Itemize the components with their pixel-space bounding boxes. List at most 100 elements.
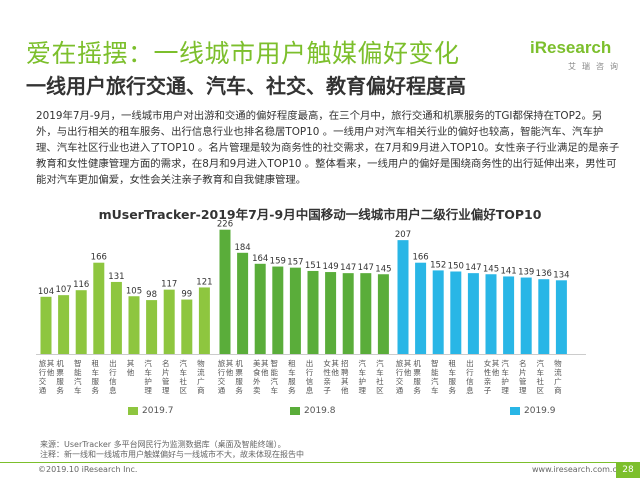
bar xyxy=(110,281,122,354)
bar xyxy=(181,299,193,354)
bar xyxy=(128,296,140,354)
data-label: 99 xyxy=(181,290,192,300)
legend-label: 2019.7 xyxy=(142,406,174,416)
data-label: 164 xyxy=(252,254,268,264)
bar xyxy=(450,271,462,354)
data-label: 139 xyxy=(518,268,534,278)
summary-paragraph: 2019年7月-9月，一线城市用户对出游和交通的偏好程度最高，在三个月中，旅行交… xyxy=(36,110,620,186)
legend-swatch xyxy=(510,406,520,415)
footer-divider xyxy=(0,462,640,463)
data-label: 157 xyxy=(287,258,303,268)
copyright: ©2019.10 iResearch Inc. xyxy=(38,465,138,474)
category-label: 机票服务 xyxy=(235,358,243,395)
data-label: 98 xyxy=(146,290,157,300)
category-label: 美食外卖其他 xyxy=(253,358,269,395)
category-label: 女性亲子其他 xyxy=(484,358,500,395)
category-label: 汽车社区 xyxy=(376,358,384,395)
page-title: 爱在摇摆：一线城市用户触媒偏好变化 xyxy=(26,39,460,68)
bar xyxy=(198,287,210,354)
category-label: 机票服务 xyxy=(413,358,421,395)
category-label: 出行信息 xyxy=(306,358,314,395)
category-label: 租车服务 xyxy=(449,359,457,395)
bar xyxy=(75,290,87,354)
bar xyxy=(538,279,550,354)
bar xyxy=(307,270,319,354)
category-label: 租车服务 xyxy=(92,359,100,395)
logo-sub: 艾瑞咨询 xyxy=(568,62,624,71)
source-note: 来源：UserTracker 多平台网民行为监测数据库（桌面及智能终端）。 注释… xyxy=(40,440,304,460)
bar xyxy=(467,273,479,354)
data-label: 149 xyxy=(322,262,338,272)
data-label: 107 xyxy=(55,285,71,295)
data-label: 207 xyxy=(395,230,411,240)
category-label: 汽车社区 xyxy=(537,358,545,395)
category-label: 智能汽车 xyxy=(74,358,82,395)
legend-swatch xyxy=(290,406,300,415)
category-label: 名片管理 xyxy=(162,358,170,395)
category-label: 机票服务 xyxy=(56,358,64,395)
category-label: 智能汽车 xyxy=(271,358,279,395)
bar xyxy=(377,274,389,354)
legend-item-2019-9: 2019.9 xyxy=(510,406,556,416)
category-label: 其他 xyxy=(127,359,135,377)
category-label: 旅行交通其他 xyxy=(396,358,412,395)
data-label: 152 xyxy=(430,260,446,270)
data-label: 147 xyxy=(465,263,481,273)
category-label: 招聘其他 xyxy=(341,358,349,395)
data-label: 134 xyxy=(553,270,569,280)
category-label: 名片管理 xyxy=(519,358,527,395)
chart-title: mUserTracker-2019年7月-9月中国移动一线城市用户二级行业偏好T… xyxy=(98,207,542,222)
page-number: 28 xyxy=(616,462,640,478)
bar xyxy=(146,300,158,354)
bar xyxy=(289,267,301,354)
bar xyxy=(272,266,284,354)
data-label: 117 xyxy=(161,280,177,290)
data-label: 147 xyxy=(340,263,356,273)
category-label: 旅行交通其他 xyxy=(218,358,234,395)
data-label: 151 xyxy=(305,261,321,271)
bar xyxy=(219,229,231,354)
data-label: 136 xyxy=(536,269,552,279)
category-label: 汽车护理 xyxy=(144,358,152,395)
category-label: 租车服务 xyxy=(288,359,296,395)
logo-name: iResearch xyxy=(530,38,612,57)
source-line: 来源：UserTracker 多平台网民行为监测数据库（桌面及智能终端）。 xyxy=(40,440,286,449)
category-label: 汽车护理 xyxy=(359,358,367,395)
legend-label: 2019.8 xyxy=(304,406,336,416)
category-label: 物流广商 xyxy=(554,358,562,395)
data-label: 145 xyxy=(375,264,391,274)
data-label: 141 xyxy=(500,266,516,276)
category-label: 汽车护理 xyxy=(501,358,509,395)
website-url: www.iresearch.com.cn xyxy=(532,465,622,474)
data-label: 145 xyxy=(483,264,499,274)
legend-item-2019-8: 2019.8 xyxy=(290,406,336,416)
data-label: 166 xyxy=(412,253,428,263)
data-label: 226 xyxy=(217,220,233,230)
bar xyxy=(254,263,266,354)
category-label: 出行信息 xyxy=(109,358,117,395)
bar xyxy=(360,273,372,354)
data-label: 104 xyxy=(38,287,54,297)
page-subtitle: 一线用户旅行交通、汽车、社交、教育偏好程度高 xyxy=(26,74,466,98)
data-label: 147 xyxy=(358,263,374,273)
data-label: 150 xyxy=(448,262,464,272)
category-label: 女性亲子其他 xyxy=(323,358,339,395)
category-label: 智能汽车 xyxy=(431,358,439,395)
bar xyxy=(237,252,249,354)
data-label: 159 xyxy=(270,257,286,267)
category-label: 物流广商 xyxy=(197,358,205,395)
bar xyxy=(163,289,175,354)
note-line: 注释：新一线和一线城市用户触媒偏好与一线城市不大，故未体现在报告中 xyxy=(40,450,304,459)
iresearch-logo: iResearch 艾瑞咨询 xyxy=(522,38,632,78)
bar xyxy=(485,274,497,354)
bar xyxy=(40,296,52,354)
data-label: 116 xyxy=(73,280,89,290)
legend-item-2019-7: 2019.7 xyxy=(128,406,174,416)
bar xyxy=(555,280,567,354)
legend-label: 2019.9 xyxy=(524,406,556,416)
bar xyxy=(432,270,444,354)
bar xyxy=(415,262,427,354)
bar xyxy=(520,277,532,354)
data-label: 121 xyxy=(196,277,212,287)
legend-swatch xyxy=(128,406,138,415)
